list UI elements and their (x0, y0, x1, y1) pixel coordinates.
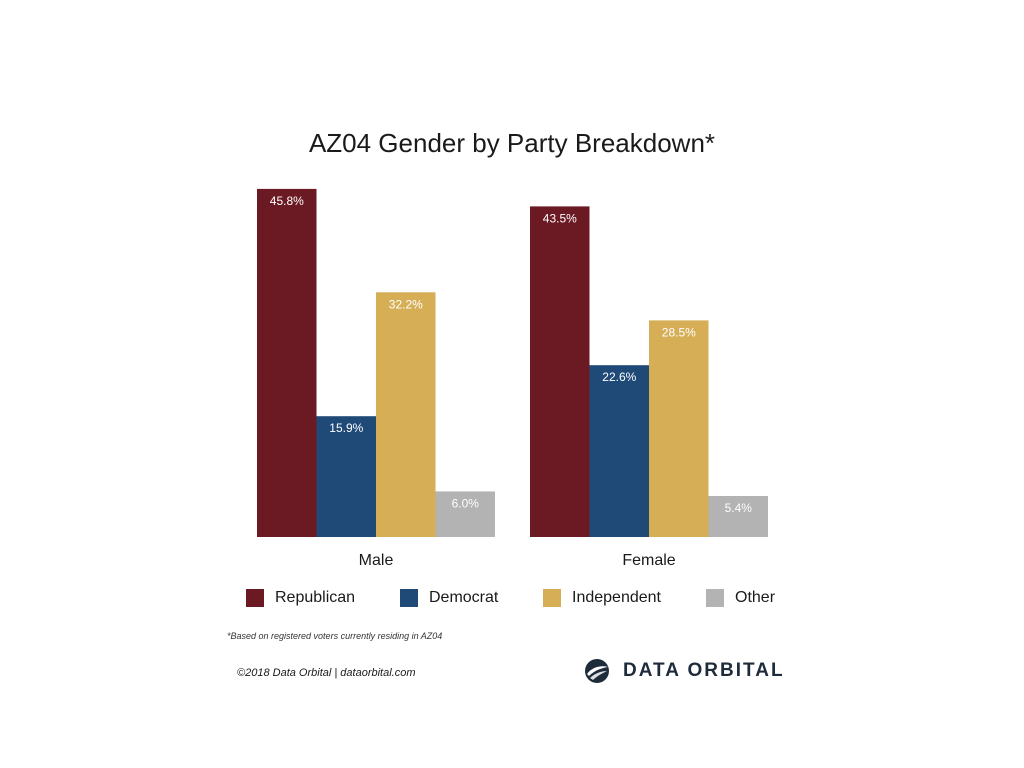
data-label-independent-male: 32.2% (389, 297, 423, 311)
bar-republican-female (530, 206, 590, 537)
chart-title: AZ04 Gender by Party Breakdown* (308, 128, 716, 158)
legend-swatch (400, 589, 418, 607)
legend-swatch (706, 589, 724, 607)
bar-democrat-female (589, 365, 649, 537)
legend-label: Independent (572, 589, 661, 606)
legend-item-republican: Republican (246, 589, 355, 607)
chart-legend: Republican Democrat Independent Other (0, 589, 1024, 611)
brand-name: DATA ORBITAL (623, 660, 785, 681)
legend-label: Other (735, 589, 776, 606)
footnote: *Based on registered voters currently re… (227, 631, 443, 641)
bar-other-female (708, 496, 768, 537)
bar-independent-female (649, 320, 709, 537)
copyright-text: ©2018 Data Orbital | dataorbital.com (237, 667, 416, 679)
legend-swatch (543, 589, 561, 607)
bar-other-male (435, 491, 495, 537)
data-label-other-female: 5.4% (725, 501, 753, 515)
legend-swatch (246, 589, 264, 607)
orbit-globe-icon (585, 659, 609, 683)
category-label-male: Male (359, 552, 394, 569)
legend-item-independent: Independent (543, 589, 661, 607)
category-label-female: Female (622, 552, 675, 569)
legend-item-other: Other (706, 589, 775, 607)
data-label-democrat-female: 22.6% (602, 370, 636, 384)
bar-republican-male (257, 188, 317, 537)
data-label-republican-female: 43.5% (543, 211, 577, 225)
legend-label: Democrat (429, 589, 499, 606)
legend-item-democrat: Democrat (400, 589, 498, 607)
bar-independent-male (376, 292, 436, 537)
data-label-other-male: 6.0% (452, 496, 480, 510)
bar-democrat-male (316, 416, 376, 537)
data-label-republican-male: 45.8% (270, 194, 304, 208)
data-label-independent-female: 28.5% (662, 325, 696, 339)
legend-label: Republican (275, 589, 356, 606)
brand-logo: DATA ORBITAL (584, 658, 785, 684)
data-label-democrat-male: 15.9% (329, 421, 363, 435)
